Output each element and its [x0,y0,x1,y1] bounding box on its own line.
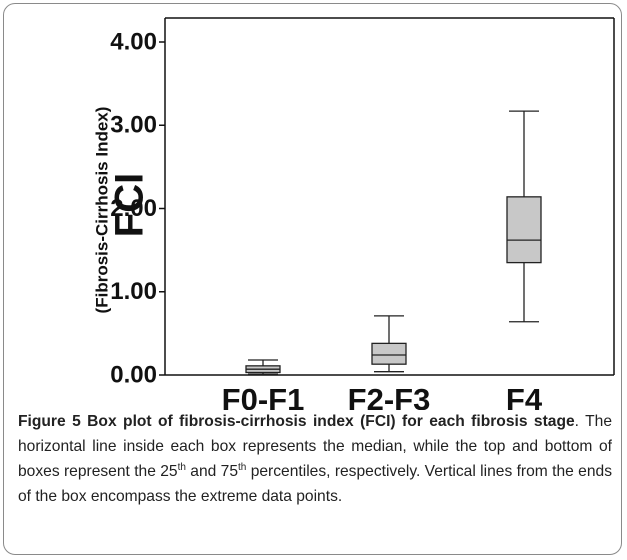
y-tick-label: 1.00 [110,278,157,305]
figure-frame [3,3,622,555]
caption-title: Box plot of fibrosis-cirrhosis index (FC… [87,413,575,430]
x-tick-label: F0-F1 [222,382,305,410]
y-axis-label: FCI [108,173,152,237]
x-tick-label: F4 [506,382,543,410]
y-tick-label: 3.00 [110,112,157,139]
y-tick-label: 4.00 [110,28,157,55]
caption-text: . The horizontal line inside each box re… [18,413,613,480]
box [506,196,542,264]
y-tick-label: 2.00 [110,195,157,222]
caption: Figure 5 Box plot of fibrosis-cirrhosis … [18,409,612,509]
y-axis-sublabel: (Fibrosis-Cirrhosis Index) [92,107,111,314]
caption-text: percentiles, respectively. Vertical line… [18,463,612,505]
caption-text: and 75 [185,463,239,480]
chart: FCI (Fibrosis-Cirrhosis Index) 0.00 1.00 2… [92,17,615,410]
caption-label: Figure 5 [18,413,81,430]
x-tick-label: F2-F3 [348,382,431,410]
caption-sup: th [177,461,186,473]
y-tick-label: 0.00 [110,361,157,388]
box [371,342,407,365]
caption-sup: th [238,461,247,473]
